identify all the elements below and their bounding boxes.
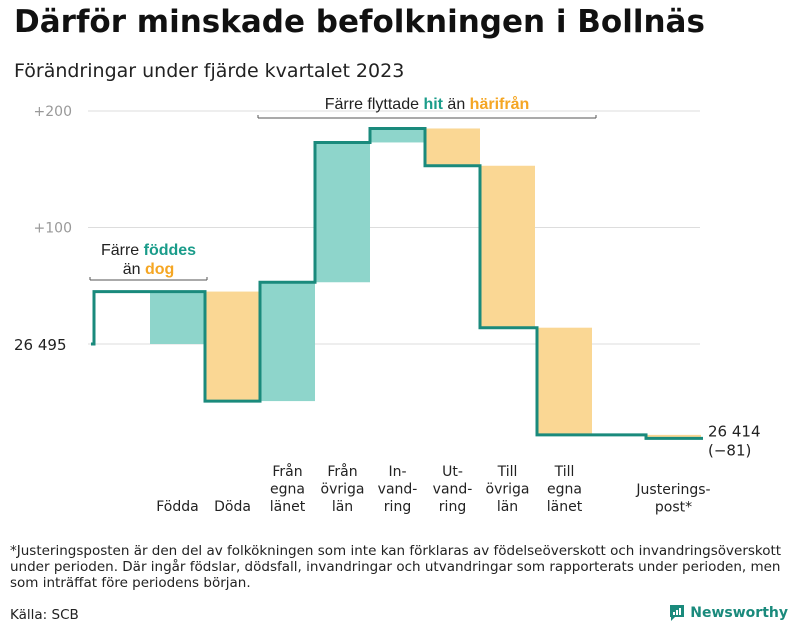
- start-value-label: 26 495: [14, 336, 67, 354]
- newsworthy-logo-icon: [670, 605, 685, 621]
- category-label: länet: [270, 499, 306, 515]
- waterfall-chart: +200 +100 26 495 26 414(−81) Födda Döda Från eg…: [14, 95, 761, 516]
- newsworthy-logo: Newsworthy: [669, 604, 788, 622]
- category-label: Från: [272, 463, 302, 480]
- waterfall-bar: [260, 282, 315, 402]
- annotation-text-segment: dog: [145, 261, 174, 278]
- waterfall-bar: [537, 327, 592, 435]
- category-label: egna: [547, 482, 582, 498]
- y-tick-label: +100: [34, 221, 72, 237]
- category-label: egna: [270, 482, 305, 498]
- annotation-text: Färre föddes: [101, 242, 196, 259]
- category-label: övriga: [321, 482, 365, 498]
- category-label: In-: [388, 464, 406, 480]
- source-note: Källa: SCB: [10, 607, 79, 623]
- category-label: Födda: [156, 499, 198, 515]
- waterfall-bar: [480, 165, 535, 328]
- annotation-text-segment: Färre: [101, 242, 144, 259]
- annotation-text-segment: hit: [423, 96, 443, 113]
- y-tick-label: +200: [34, 104, 72, 120]
- end-value-label: 26 414: [708, 422, 761, 440]
- annotation-text: Färre flyttade hit än härifrån: [325, 95, 530, 113]
- waterfall-bar: [150, 291, 205, 344]
- waterfall-bar: [370, 128, 425, 143]
- chart-subtitle: Förändringar under fjärde kvartalet 2023: [14, 60, 405, 82]
- waterfall-bar: [646, 434, 701, 439]
- category-label: vand-: [378, 482, 418, 498]
- category-label: Justerings-: [635, 482, 710, 498]
- category-label: länet: [547, 499, 583, 515]
- category-label: Från: [327, 463, 357, 480]
- category-label: vand-: [433, 482, 473, 498]
- category-label: län: [497, 499, 518, 515]
- category-label: Till: [497, 464, 518, 480]
- annotation-text-segment: än: [443, 96, 470, 113]
- annotation-text-segment: härifrån: [470, 95, 530, 113]
- waterfall-bar: [205, 291, 260, 402]
- category-label: Till: [554, 464, 575, 480]
- newsworthy-logo-text: Newsworthy: [690, 605, 788, 621]
- annotation-text-segment: föddes: [144, 242, 197, 259]
- waterfall-bar: [315, 142, 370, 283]
- category-label: post*: [655, 500, 692, 516]
- annotation-text-segment: Färre flyttade: [325, 96, 424, 113]
- category-label: Ut-: [442, 464, 463, 480]
- chart-title: Därför minskade befolkningen i Bollnäs: [14, 4, 705, 40]
- category-label: övriga: [486, 482, 530, 498]
- category-label: ring: [384, 499, 411, 515]
- waterfall-bar: [425, 128, 480, 166]
- cumulative-step-line: [91, 126, 703, 440]
- annotation-text: än dog: [123, 261, 175, 278]
- footnote: *Justeringsposten är den del av folkökni…: [10, 543, 782, 591]
- category-label: Döda: [214, 499, 251, 515]
- end-change-label: (−81): [708, 441, 751, 459]
- annotation-text-segment: än: [123, 261, 145, 278]
- category-label: ring: [439, 499, 466, 515]
- category-label: län: [332, 499, 353, 515]
